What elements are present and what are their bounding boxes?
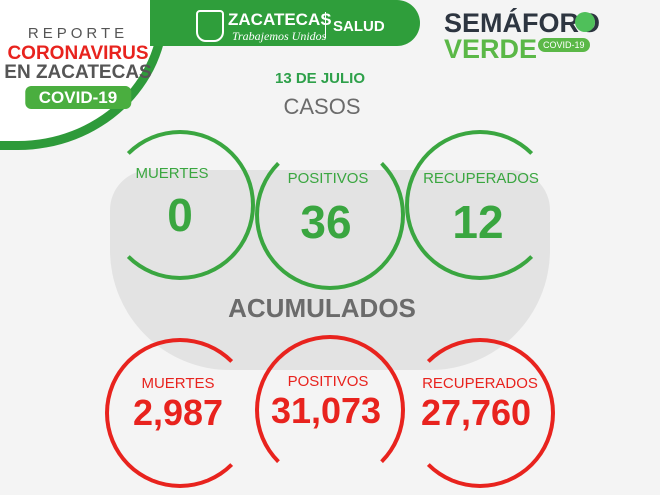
coat-of-arms-icon [196, 10, 224, 42]
acum-circle-recuperados [405, 338, 555, 488]
report-date: 13 DE JULIO [274, 70, 366, 87]
casos-circle-recuperados [405, 130, 555, 280]
gov-name: ZACATECAS [228, 10, 332, 29]
semaforo-badge: COVID-19 [538, 38, 590, 52]
verde-text: VERDE [444, 34, 538, 64]
casos-circle-positivos [255, 140, 405, 290]
acum-recuperados-value: 27,760 [420, 392, 532, 433]
acum-muertes-value: 2,987 [132, 392, 224, 433]
acumulados-title: ACUMULADOS [228, 293, 416, 323]
casos-positivos-value: 36 [300, 196, 352, 248]
acum-circle-positivos [255, 335, 405, 485]
casos-recuperados-value: 12 [452, 196, 504, 248]
casos-muertes-label: MUERTES [135, 165, 209, 182]
banner-divider [325, 12, 326, 38]
green-light-icon [575, 12, 595, 32]
report-title: REPORTE CORONAVIRUS EN ZACATECAS COVID-1… [4, 25, 152, 109]
casos-recuperados-label: RECUPERADOS [423, 170, 539, 187]
en-zacatecas-text: EN ZACATECAS [4, 62, 152, 83]
casos-circle-muertes [105, 130, 255, 280]
reporte-text: REPORTE [27, 25, 129, 42]
acum-muertes-label: MUERTES [141, 375, 215, 392]
government-banner [150, 0, 420, 46]
coronavirus-text: CORONAVIRUS [7, 43, 149, 64]
gov-slogan: Trabajemos Unidos [232, 29, 327, 43]
casos-muertes-value: 0 [167, 189, 193, 241]
acum-circle-muertes [105, 338, 255, 488]
acum-positivos-label: POSITIVOS [287, 373, 369, 390]
salud-text: SALUD [333, 18, 385, 35]
semaforo-text: SEMÁFORO [444, 8, 601, 38]
acum-positivos-value: 31,073 [270, 390, 382, 431]
acum-recuperados-label: RECUPERADOS [422, 375, 538, 392]
covid-badge: COVID-19 [24, 86, 132, 109]
casos-title: CASOS [283, 94, 361, 119]
casos-positivos-label: POSITIVOS [287, 170, 369, 187]
